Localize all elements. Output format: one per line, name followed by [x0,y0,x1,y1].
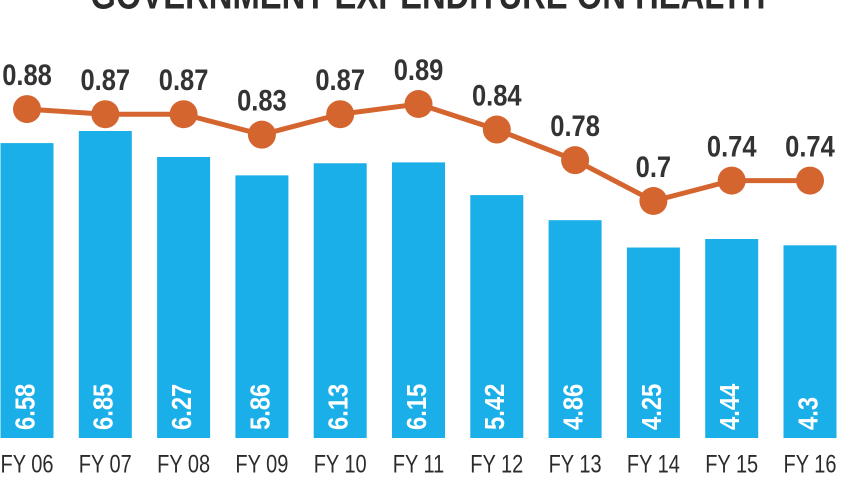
chart-title: GOVERNMENT EXPENDITURE ON HEALTH [90,0,765,17]
line-point [169,100,198,129]
line-value-label: 0.87 [159,63,209,96]
x-tick-label: FY 09 [235,451,288,479]
x-tick-label: FY 06 [1,451,54,479]
bar [157,156,211,439]
x-tick-label: FY 10 [314,451,367,479]
line-value-label: 0.83 [237,84,287,117]
line-point [482,115,511,144]
line-value-label: 0.89 [394,53,444,86]
line-value-label: 0.88 [2,58,52,91]
bar-value-label: 5.42 [478,384,510,430]
line-point [561,146,590,175]
x-tick-label: FY 15 [705,451,758,479]
line-point [796,166,824,195]
x-tick-label: FY 12 [470,451,523,479]
line-value-label: 0.78 [550,109,600,142]
bar [78,131,132,438]
bar [470,195,524,438]
line-point [404,90,433,118]
line-value-label: 0.74 [707,130,757,163]
line-point [247,120,276,149]
bar-value-label: 5.86 [243,384,275,430]
line-value-label: 0.84 [472,79,522,112]
line-point [326,100,355,129]
bar-value-label: 6.27 [165,384,197,430]
bar-value-label: 4.44 [713,383,745,430]
x-tick-label: FY 16 [784,451,837,479]
bar [235,175,289,439]
line-value-label: 0.87 [80,63,130,96]
line-value-label: 0.74 [785,130,835,163]
bar-value-label: 4.86 [557,384,589,430]
line-point [91,100,120,129]
bar [705,239,759,438]
x-tick-label: FY 13 [549,451,602,479]
line-value-label: 0.7 [636,150,671,183]
bar-value-label: 4.25 [635,384,667,430]
x-tick-label: FY 14 [627,451,680,479]
bar [548,220,602,438]
bar [313,163,367,438]
bar-value-label: 6.13 [322,384,354,430]
line-point [13,95,41,124]
bar-value-label: 6.85 [87,384,119,430]
x-tick-label: FY 07 [79,451,132,479]
bar [783,245,837,438]
line-value-label: 0.87 [315,63,365,96]
line-point [717,166,746,195]
bar-value-label: 6.58 [9,384,41,430]
bar [626,247,680,438]
x-tick-label: FY 11 [393,451,444,479]
line-point [639,187,668,215]
bar [0,143,54,439]
bar-value-label: 6.15 [400,384,432,430]
bar-value-label: 4.3 [792,397,824,430]
bar [392,162,445,439]
x-tick-label: FY 08 [157,451,210,479]
